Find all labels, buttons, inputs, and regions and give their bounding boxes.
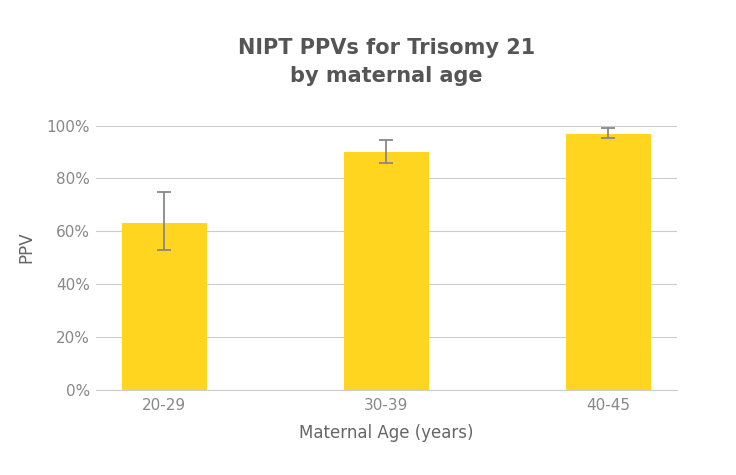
Bar	[566, 133, 651, 390]
Title: NIPT PPVs for Trisomy 21
by maternal age: NIPT PPVs for Trisomy 21 by maternal age	[238, 38, 535, 86]
X-axis label: Maternal Age (years): Maternal Age (years)	[299, 424, 474, 442]
Bar	[122, 223, 207, 390]
Bar	[344, 152, 428, 390]
Y-axis label: PPV: PPV	[18, 231, 35, 263]
